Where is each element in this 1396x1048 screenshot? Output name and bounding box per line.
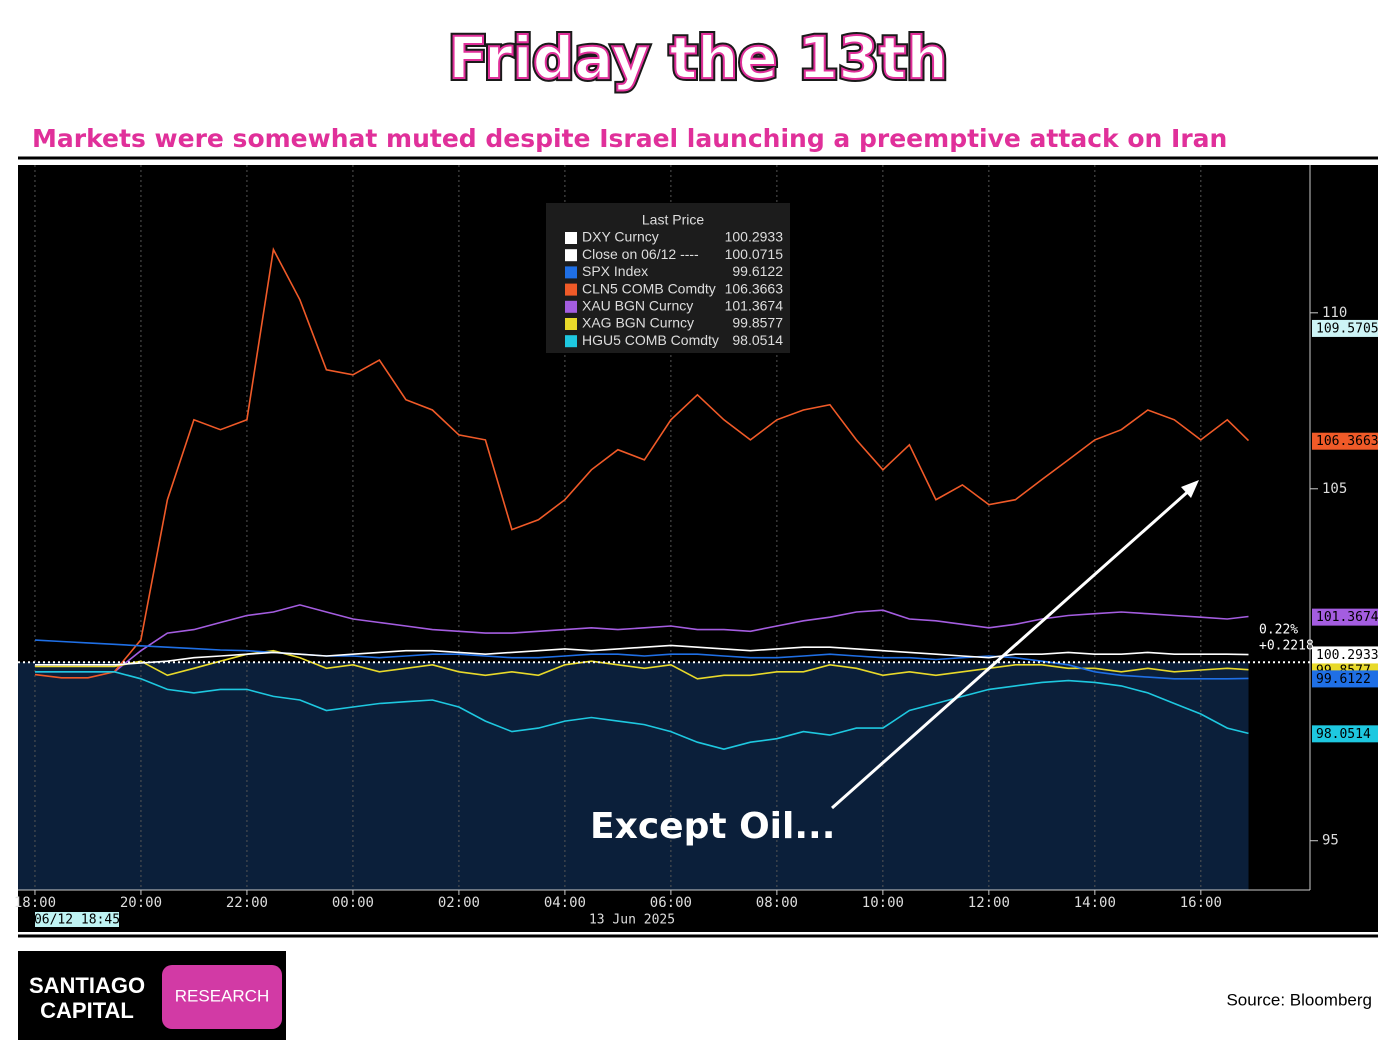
y-tick-label: 105 [1322,481,1347,497]
legend-swatch [565,232,577,244]
legend-label: CLN5 COMB Comdty [582,280,716,296]
legend-swatch [565,249,577,262]
x-sublabel: 13 Jun 2025 [589,913,675,928]
axis-tag [1312,319,1378,337]
legend-label: SPX Index [582,263,648,279]
last-price-tag-label: 99.6122 [1316,672,1371,687]
series-line [35,671,1249,751]
logo-badge [162,965,282,1029]
legend-value: 106.3663 [725,280,784,296]
source: Source: Bloomberg [1226,990,1372,1009]
x-tick-label: 10:00 [862,895,904,911]
logo-line: CAPITAL [40,998,134,1023]
legend-box [546,203,790,353]
last-price-tag [1312,670,1378,688]
logo-badge-text: RESEARCH [175,986,269,1005]
area-shade [18,662,1249,890]
legend-swatch [565,318,577,330]
x-tick-label: 22:00 [226,895,268,911]
x-tick-label: 14:00 [1074,895,1116,911]
legend-value: 100.0715 [725,246,784,262]
series-line [35,644,1249,666]
legend-swatch [565,300,577,313]
legend-label: XAG BGN Curncy [582,315,694,331]
last-price-tag-label: 101.3674 [1316,610,1379,625]
last-price-tag [1312,608,1378,626]
legend-value: 99.6122 [732,263,783,279]
legend-value: 99.8577 [732,315,783,331]
title: Friday the 13th [448,24,948,92]
subtitle: Markets were somewhat muted despite Isra… [32,124,1227,153]
x-tick-label: 18:00 [14,895,56,911]
legend-label: DXY Curncy [582,229,659,245]
x-tick-label: 04:00 [544,895,586,911]
last-price-tag [1312,432,1378,450]
series-line [35,604,1249,673]
legend-label: HGU5 COMB Comdty [582,332,719,348]
series-line [34,639,1249,680]
legend-title: Last Price [642,212,704,228]
x-tick-label: 06:00 [650,895,692,911]
title-outline: Friday the 13th [448,24,948,92]
y-tick-label: 95 [1322,833,1339,849]
annotation: Except Oil... [590,806,835,847]
last-price-tag-label: 98.0514 [1316,727,1371,742]
legend-value: 101.3674 [725,298,784,314]
change-label: +0.2218 [1259,639,1314,654]
x-tick-label: 08:00 [756,895,798,911]
legend-label: XAU BGN Curncy [582,298,693,314]
x-tick-label: 00:00 [332,895,374,911]
last-price-tag [1312,725,1378,743]
series-line [35,649,1249,680]
last-price-tag-label: 100.2933 [1316,648,1379,663]
legend-label: Close on 06/12 ---- [582,246,699,262]
legend: Last Price DXY Curncy 100.2933 Close on 06… [546,203,790,353]
legend-value: 98.0514 [732,332,783,348]
x-sublabel-box [35,912,119,927]
legend-swatch [565,266,577,279]
series-line [34,246,1250,679]
change-label: 0.22% [1259,623,1298,638]
last-price-tag-label: 106.3663 [1316,434,1379,449]
legend-swatch [565,335,577,348]
logo-line: SANTIAGO [29,973,145,998]
legend-value: 100.2933 [725,229,784,245]
arrow-line [831,486,1193,810]
x-tick-label: 16:00 [1180,895,1222,911]
x-tick-label: 20:00 [120,895,162,911]
last-price-tag [1312,646,1378,664]
x-tick-label: 12:00 [968,895,1010,911]
x-tick-label: 02:00 [438,895,480,911]
legend-swatch [565,283,577,296]
y-tick-label: 110 [1322,305,1347,321]
axis-tag-label: 109.5705 [1316,321,1379,336]
plot: 18:00 20:00 22:00 00:00 02:00 04:00 06:00 08:00… [14,165,1379,928]
x-sublabel: 06/12 18:45 [34,913,120,928]
arrow-head [1181,480,1199,498]
